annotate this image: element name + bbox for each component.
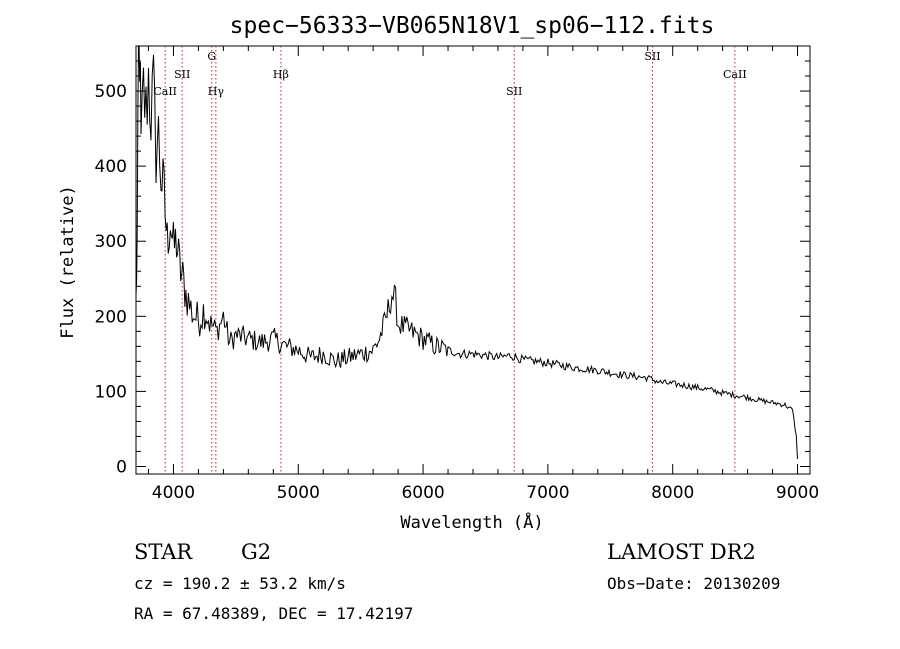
object-class: STAR xyxy=(134,540,193,564)
observation-date: Obs−Date: 20130209 xyxy=(607,574,780,593)
x-tick-label: 8000 xyxy=(651,483,694,503)
x-axis-label: Wavelength (Å) xyxy=(400,511,543,533)
info-block: STAR G2 LAMOST DR2 cz = 190.2 ± 53.2 km/… xyxy=(134,540,780,623)
spectral-line-label: CaII xyxy=(153,85,177,98)
y-tick-label: 400 xyxy=(95,157,127,177)
x-tick-label: 9000 xyxy=(776,483,819,503)
y-tick-label: 100 xyxy=(95,382,127,402)
x-tick-label: 4000 xyxy=(152,483,195,503)
spectral-line-label: Hγ xyxy=(208,85,225,98)
x-tick-label: 6000 xyxy=(401,483,444,503)
y-axis-label: Flux (relative) xyxy=(58,185,78,339)
survey-name: LAMOST DR2 xyxy=(607,540,756,564)
spectrum-series-line xyxy=(135,45,798,460)
spectral-line-label: CaII xyxy=(723,68,747,81)
axis-ticks: 4000 5000 6000 7000 8000 9000 0 100 200 300 400 500 xyxy=(95,45,819,503)
ra-dec-coordinates: RA = 67.48389, DEC = 17.42197 xyxy=(134,604,413,623)
x-tick-label: 5000 xyxy=(277,483,320,503)
y-tick-label: 200 xyxy=(95,307,127,327)
spectral-line-label: SII xyxy=(506,85,522,98)
spectral-line-label: Hβ xyxy=(273,68,289,81)
y-tick-label: 500 xyxy=(95,82,127,102)
spectral-line-markers: CaII SII G Hγ Hβ SII SII CaII xyxy=(153,46,747,474)
chart-title: spec−56333−VB065N18V1_sp06−112.fits xyxy=(230,13,715,39)
redshift-cz: cz = 190.2 ± 53.2 km/s xyxy=(134,574,346,593)
object-subclass: G2 xyxy=(241,540,271,564)
plot-frame xyxy=(135,45,811,475)
spectral-line-label: SII xyxy=(644,50,660,63)
spectral-line-label: G xyxy=(207,50,216,63)
x-tick-label: 7000 xyxy=(526,483,569,503)
spectral-line-label: SII xyxy=(174,68,190,81)
y-tick-label: 0 xyxy=(116,457,127,477)
y-tick-label: 300 xyxy=(95,232,127,252)
